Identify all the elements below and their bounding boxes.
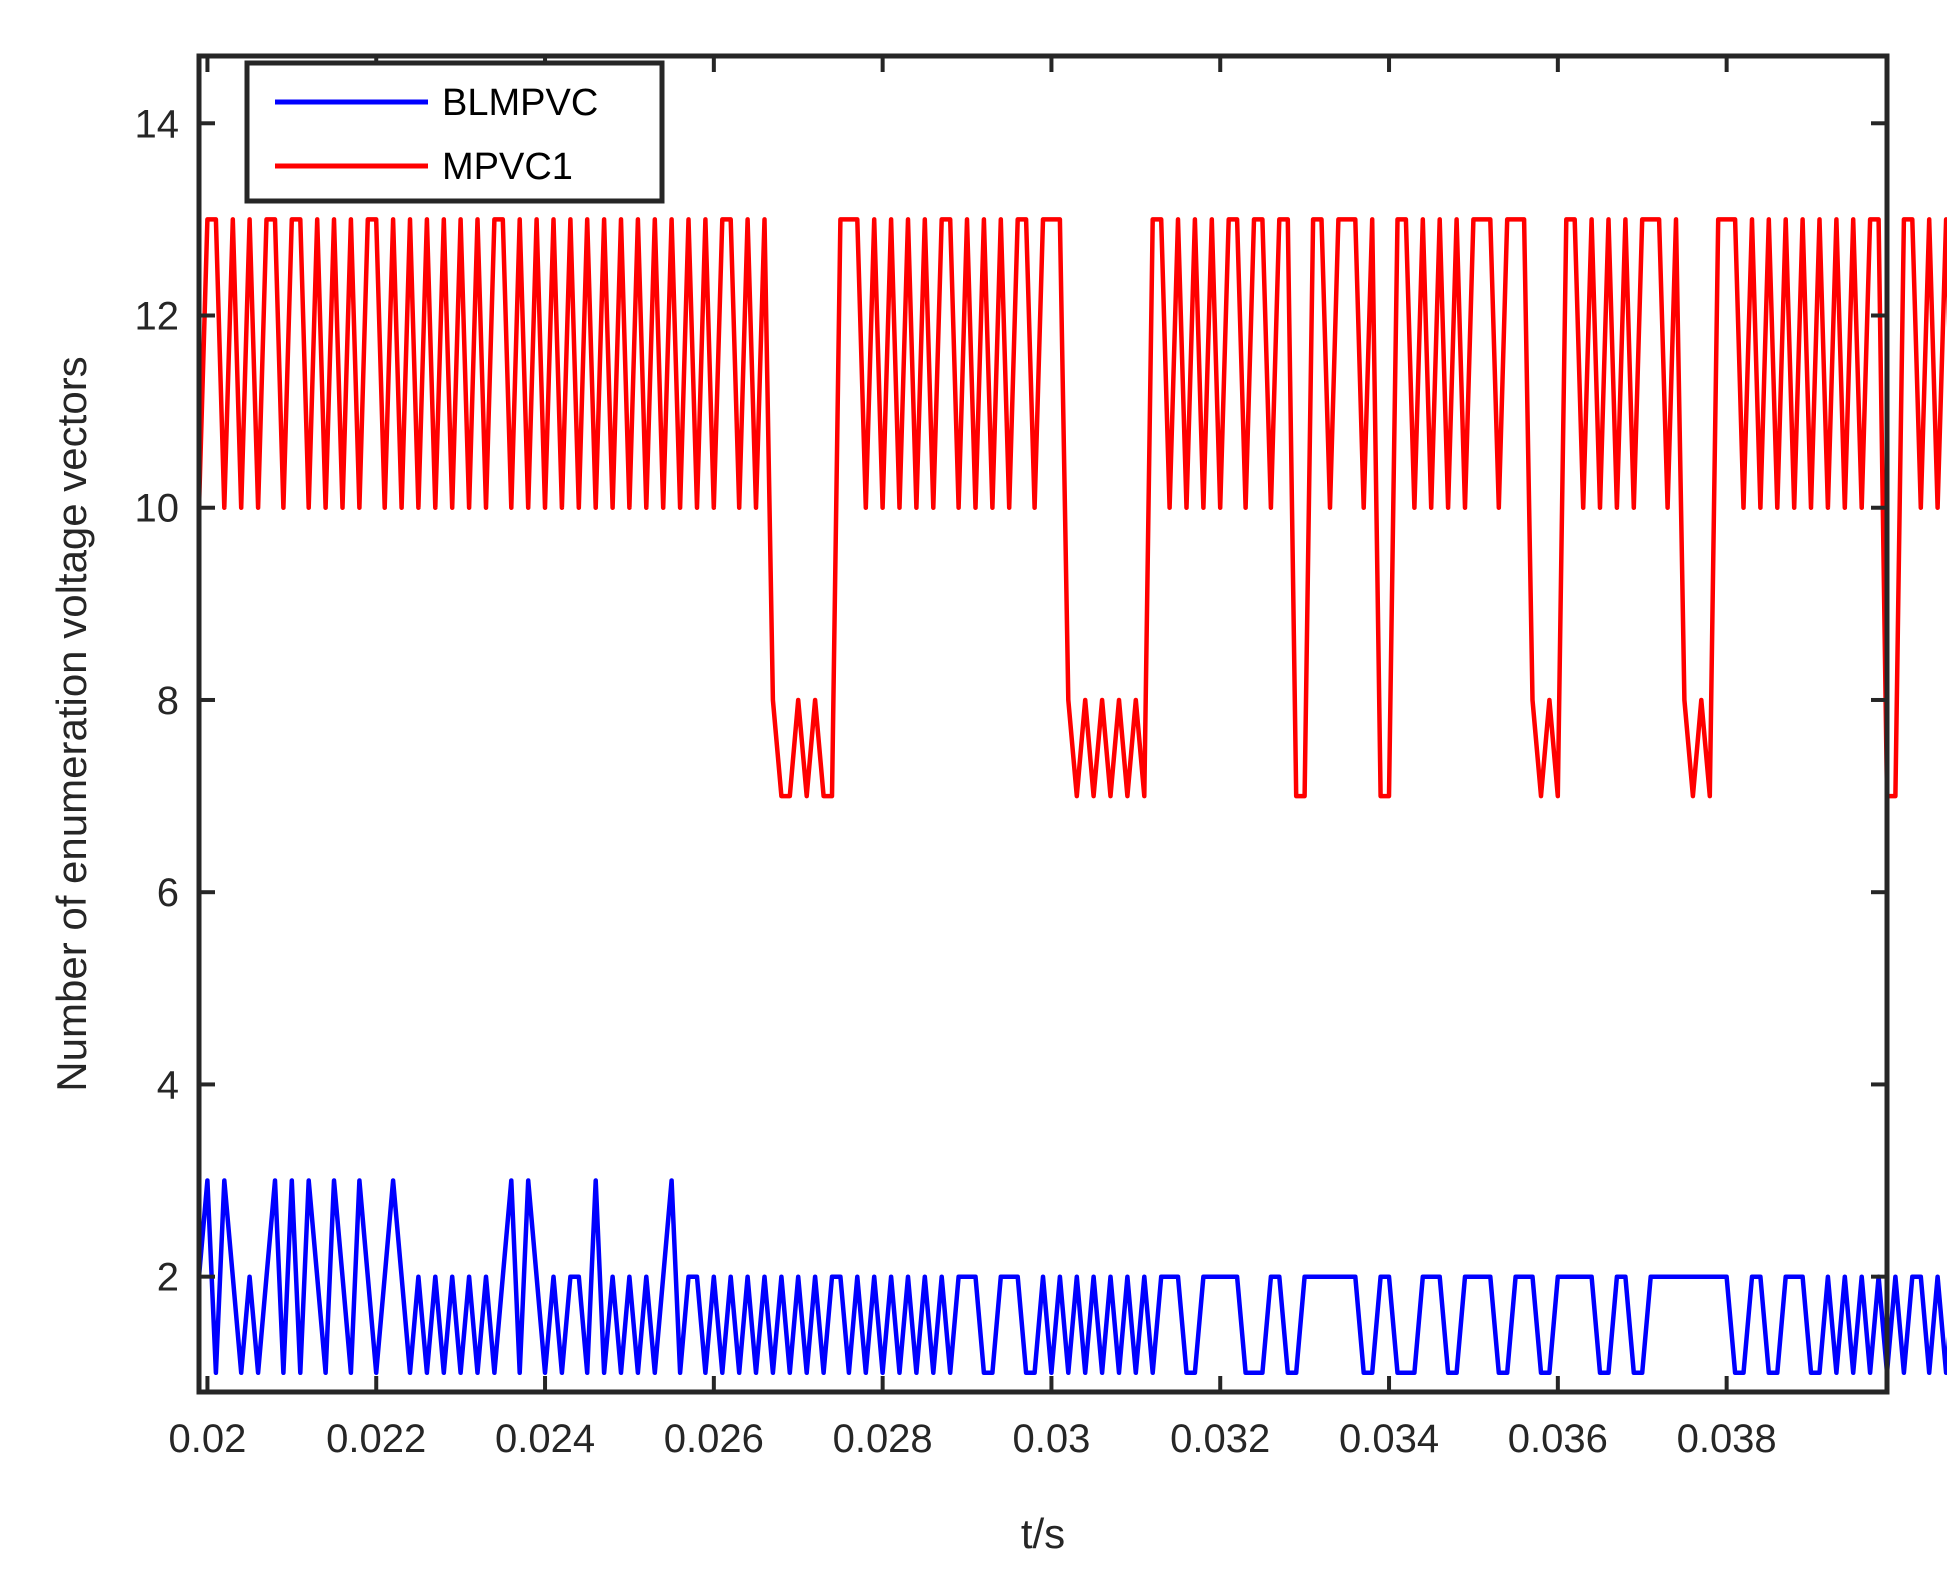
x-tick-label: 0.024 — [495, 1417, 595, 1461]
y-tick-label: 6 — [157, 871, 179, 915]
y-tick-label: 8 — [157, 679, 179, 723]
x-tick-label: 0.032 — [1170, 1417, 1270, 1461]
legend-label-blmpvc: BLMPVC — [442, 82, 598, 124]
x-tick-label: 0.034 — [1339, 1417, 1439, 1461]
legend-items: BLMPVC MPVC1 — [275, 82, 598, 188]
y-tick-label: 2 — [157, 1256, 179, 1300]
x-tick-label: 0.026 — [664, 1417, 764, 1461]
x-tick-label: 0.02 — [169, 1417, 247, 1461]
y-tick-label: 10 — [135, 487, 180, 531]
y-tick-label: 14 — [135, 102, 180, 146]
x-tick-label: 0.03 — [1013, 1417, 1091, 1461]
y-tick-label: 12 — [135, 295, 180, 339]
x-tick-label: 0.022 — [326, 1417, 426, 1461]
x-tick-label: 0.036 — [1508, 1417, 1608, 1461]
labels-layer: t/s Number of enumeration voltage vector… — [48, 102, 1777, 1557]
plot-area — [196, 53, 1947, 1395]
y-tick-label: 4 — [157, 1063, 179, 1107]
y-axis-label: Number of enumeration voltage vectors — [48, 356, 95, 1091]
x-tick-label: 0.028 — [833, 1417, 933, 1461]
series-line-blmpvc — [196, 1178, 1947, 1376]
legend-label-mpvc1: MPVC1 — [442, 146, 573, 188]
x-axis-label: t/s — [1021, 1510, 1065, 1557]
x-tick-label: 0.038 — [1677, 1417, 1777, 1461]
axes-box — [196, 53, 1890, 1395]
series-layer — [196, 217, 1947, 1376]
series-line-mpvc1 — [196, 217, 1947, 799]
legend: BLMPVC MPVC1 — [244, 60, 665, 204]
legend-box — [244, 60, 665, 204]
